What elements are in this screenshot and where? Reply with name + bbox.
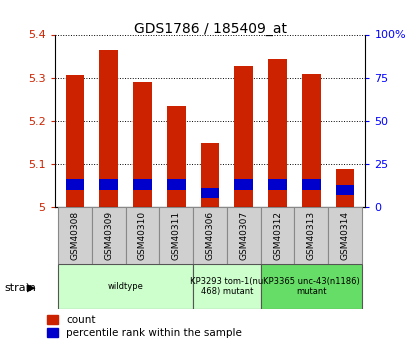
Text: ▶: ▶	[27, 283, 36, 293]
Text: strain: strain	[4, 283, 36, 293]
Bar	[268, 59, 287, 207]
Bar	[66, 179, 84, 190]
Bar	[336, 185, 354, 195]
FancyBboxPatch shape	[126, 207, 159, 264]
FancyBboxPatch shape	[58, 264, 193, 309]
Bar	[336, 169, 354, 207]
FancyBboxPatch shape	[261, 264, 362, 309]
FancyBboxPatch shape	[92, 207, 126, 264]
Text: GSM40308: GSM40308	[71, 211, 79, 260]
FancyBboxPatch shape	[193, 207, 227, 264]
Bar	[201, 188, 219, 198]
Bar	[268, 179, 287, 190]
Bar	[201, 143, 219, 207]
FancyBboxPatch shape	[159, 207, 193, 264]
Bar	[234, 179, 253, 190]
FancyBboxPatch shape	[261, 207, 294, 264]
Bar	[100, 50, 118, 207]
Bar	[133, 82, 152, 207]
Text: wildtype: wildtype	[108, 282, 144, 291]
FancyBboxPatch shape	[227, 207, 261, 264]
Text: GSM40307: GSM40307	[239, 211, 248, 260]
Text: GSM40314: GSM40314	[341, 211, 349, 260]
Bar	[66, 76, 84, 207]
FancyBboxPatch shape	[193, 264, 261, 309]
Bar	[133, 179, 152, 190]
Text: GSM40311: GSM40311	[172, 211, 181, 260]
Bar	[167, 179, 186, 190]
Bar	[167, 106, 186, 207]
Text: GDS1786 / 185409_at: GDS1786 / 185409_at	[134, 22, 286, 37]
FancyBboxPatch shape	[328, 207, 362, 264]
FancyBboxPatch shape	[58, 207, 92, 264]
Text: GSM40312: GSM40312	[273, 211, 282, 260]
Text: KP3293 tom-1(nu
468) mutant: KP3293 tom-1(nu 468) mutant	[190, 277, 263, 296]
Bar	[302, 74, 320, 207]
Bar	[302, 179, 320, 190]
Bar	[100, 179, 118, 190]
Text: KP3365 unc-43(n1186)
mutant: KP3365 unc-43(n1186) mutant	[263, 277, 360, 296]
Legend: count, percentile rank within the sample: count, percentile rank within the sample	[47, 315, 242, 338]
FancyBboxPatch shape	[294, 207, 328, 264]
Bar	[234, 66, 253, 207]
Text: GSM40309: GSM40309	[104, 211, 113, 260]
Text: GSM40310: GSM40310	[138, 211, 147, 260]
Text: GSM40313: GSM40313	[307, 211, 316, 260]
Text: GSM40306: GSM40306	[205, 211, 215, 260]
